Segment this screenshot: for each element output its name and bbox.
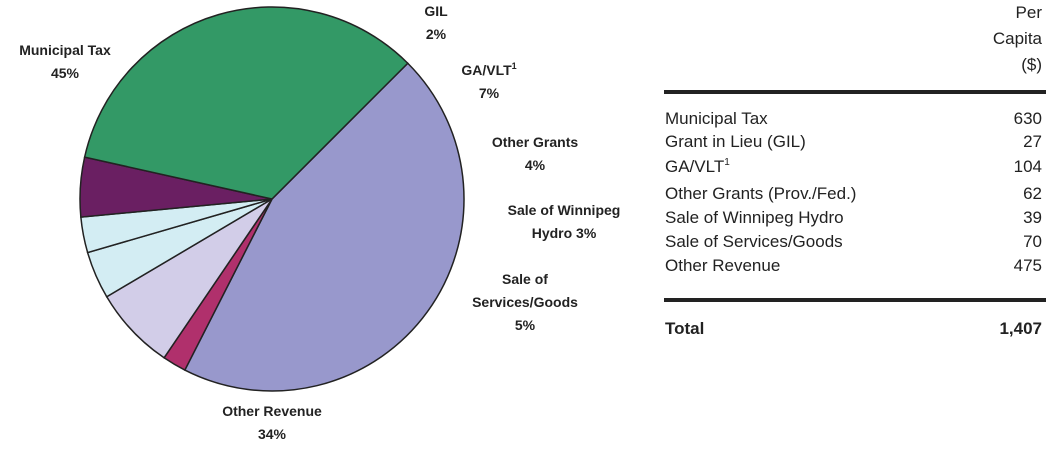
slice-percent: 34% xyxy=(258,426,287,442)
pie-slice xyxy=(183,62,465,392)
row-value: 39 xyxy=(1023,208,1042,227)
row-name: Municipal Tax xyxy=(665,109,768,128)
pie-slice xyxy=(83,6,409,200)
slice-percent: 2% xyxy=(426,26,447,42)
label-line: Hydro xyxy=(532,225,572,241)
slice-label: GIL 2% xyxy=(424,3,448,42)
table: Per Capita ($) Municipal Tax 630 Grant in Lie… xyxy=(664,3,1046,338)
slice-label: Sale of Services/Goods 5% xyxy=(472,271,578,333)
slice-label: GA/VLT1 7% xyxy=(461,61,516,101)
label-line: Other Grants xyxy=(492,134,579,150)
label-line: Other Revenue xyxy=(222,403,322,419)
pie-chart xyxy=(79,6,465,392)
label-line: GIL xyxy=(424,3,448,19)
row-value: 104 xyxy=(1014,157,1042,176)
pie-labels: Municipal Tax 45% GIL 2% GA/VLT1 7% Other Gran… xyxy=(19,3,620,442)
total-label: Total xyxy=(665,319,704,338)
row-name: Other Grants (Prov./Fed.) xyxy=(665,184,856,203)
row-name: Sale of Winnipeg Hydro xyxy=(665,208,844,227)
row-value: 630 xyxy=(1014,109,1042,128)
slice-percent: 45% xyxy=(51,65,80,81)
slice-percent: 5% xyxy=(515,317,536,333)
row-label: GA/VLT1 xyxy=(665,157,730,176)
column-header: Per xyxy=(1016,3,1043,22)
row-value: 27 xyxy=(1023,132,1042,151)
row-value: 62 xyxy=(1023,184,1042,203)
column-header: Capita xyxy=(993,29,1043,48)
slice-percent: 3% xyxy=(576,225,597,241)
row-name: Other Revenue xyxy=(665,256,780,275)
row-label: Grant in Lieu (GIL) xyxy=(665,132,806,151)
row-label: Sale of Winnipeg Hydro xyxy=(665,208,844,227)
row-name: Grant in Lieu (GIL) xyxy=(665,132,806,151)
row-label: Other Grants (Prov./Fed.) xyxy=(665,184,856,203)
footnote-mark: 1 xyxy=(724,157,730,168)
row-label: Municipal Tax xyxy=(665,109,768,128)
row-value: 70 xyxy=(1023,232,1042,251)
row-label: Other Revenue xyxy=(665,256,780,275)
slice-percent: 4% xyxy=(525,157,546,173)
row-value: 475 xyxy=(1014,256,1042,275)
label-line: Sale of Winnipeg xyxy=(508,202,621,218)
label-line: Municipal Tax xyxy=(19,42,111,58)
total-value: 1,407 xyxy=(999,319,1042,338)
row-name: GA/VLT xyxy=(665,157,724,176)
row-label: Sale of Services/Goods xyxy=(665,232,843,251)
label-line: Sale of xyxy=(502,271,548,287)
slice-label: Other Grants 4% xyxy=(492,134,579,173)
slice-percent: 7% xyxy=(479,85,500,101)
slice-label: Municipal Tax 45% xyxy=(19,42,111,81)
slice-label: Other Revenue 34% xyxy=(222,403,322,442)
slice-label: Sale of Winnipeg Hydro 3% xyxy=(508,202,621,241)
footnote-mark: 1 xyxy=(512,61,517,71)
label-line: Services/Goods xyxy=(472,294,578,310)
label-line: GA/VLT xyxy=(461,62,512,78)
row-name: Sale of Services/Goods xyxy=(665,232,843,251)
column-header: ($) xyxy=(1021,55,1042,74)
